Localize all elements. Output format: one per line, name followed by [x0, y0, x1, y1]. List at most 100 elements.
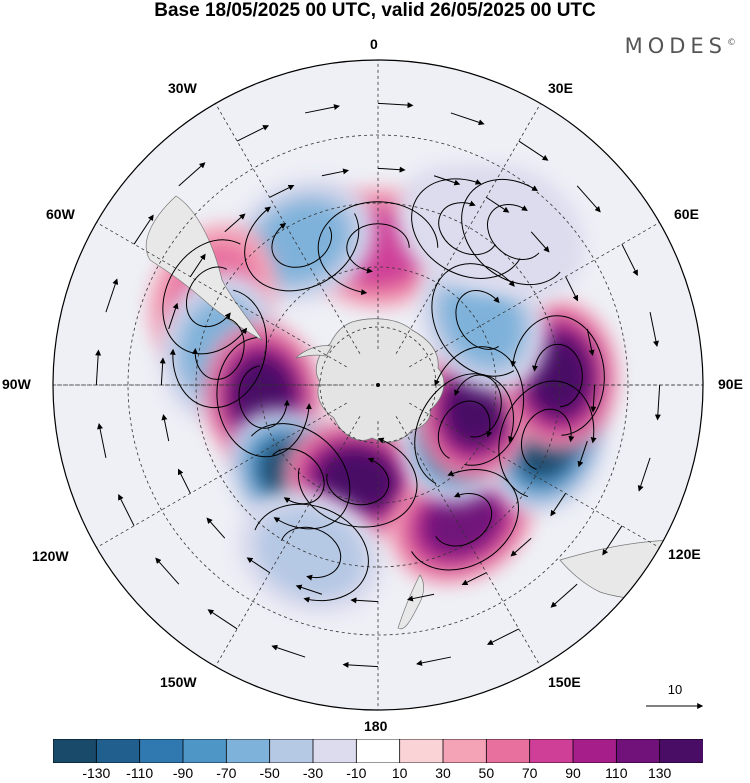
streamline [346, 223, 410, 274]
colorbar-label: 50 [478, 765, 495, 781]
streamline [216, 337, 312, 458]
south-america [145, 195, 263, 341]
streamline [414, 373, 514, 485]
colorbar-label: 130 [647, 765, 672, 781]
meridian-line [409, 222, 660, 368]
streamline [510, 315, 605, 436]
colorbar-label: -30 [302, 765, 324, 781]
flow-arrow [271, 644, 306, 658]
lon-label-150w: 150W [160, 674, 197, 690]
flow-arrow [236, 125, 270, 142]
flow-arrow [406, 593, 435, 602]
polar-map [52, 59, 704, 711]
colorbar-labels: -130 -110 -90 -70 -50 -30 -10 10 30 50 70 90 110 130 [53, 765, 703, 783]
reference-vector-label: 10 [667, 682, 683, 697]
colorbar-swatch [485, 739, 531, 763]
flow-arrow [178, 162, 206, 187]
flow-arrow [269, 185, 295, 198]
colorbar-label: 90 [565, 765, 581, 781]
flow-arrow [189, 253, 206, 277]
streamline [435, 491, 492, 547]
flow-arrow [224, 213, 246, 233]
map-title: Base 18/05/2025 00 UTC, valid 26/05/2025… [154, 0, 596, 21]
meridian-line [215, 416, 361, 667]
flow-arrow [246, 557, 270, 574]
colorbar-swatch [182, 739, 228, 763]
streamline [280, 526, 342, 581]
antarctic-peninsula [294, 345, 333, 359]
flow-arrow [486, 196, 510, 213]
lon-label-150e: 150E [548, 674, 581, 690]
colorbar-swatch [53, 739, 98, 763]
flow-arrow [159, 357, 166, 386]
flow-arrow [550, 583, 578, 608]
streamline [298, 437, 418, 528]
colorbar [53, 739, 703, 763]
streamline [192, 317, 245, 380]
flow-arrow [95, 349, 102, 386]
flow-arrow [590, 384, 597, 413]
streamline [162, 239, 248, 355]
streamline [431, 263, 515, 377]
antarctica [316, 318, 445, 443]
colorbar-label: -130 [82, 765, 111, 781]
colorbar-swatch [355, 739, 401, 763]
colorbar-label: 10 [391, 765, 408, 781]
flow-arrow [342, 661, 379, 668]
flow-arrow [161, 413, 170, 442]
flow-arrow [155, 557, 180, 585]
lon-label-90e: 90E [718, 376, 743, 392]
lon-label-120e: 120E [668, 546, 701, 562]
colorbar-swatch [139, 739, 184, 763]
streamline [498, 380, 597, 498]
flow-arrow [433, 175, 461, 186]
flow-arrow [416, 656, 452, 666]
meridian-line [395, 103, 541, 354]
streamline [461, 178, 561, 286]
streamline [272, 448, 325, 505]
flow-arrow [649, 311, 659, 347]
flow-arrow [577, 440, 588, 468]
flow-arrow [97, 423, 107, 459]
lon-label-180: 180 [364, 718, 388, 734]
streamline [411, 178, 521, 279]
flow-arrow [518, 140, 549, 161]
flow-arrow [105, 278, 119, 313]
flow-arrow [576, 185, 601, 213]
flow-arrow [295, 584, 323, 595]
streamline [254, 503, 369, 603]
flow-arrow [168, 302, 179, 330]
flow-arrow [550, 493, 567, 517]
flow-arrow [510, 537, 532, 557]
flow-arrow [565, 276, 578, 302]
streamline [455, 290, 500, 350]
colorbar-swatch [95, 739, 141, 763]
streamline [238, 365, 290, 429]
streamline [532, 343, 583, 408]
lon-label-30w: 30W [168, 80, 197, 96]
colorbar-swatch [572, 739, 618, 763]
flow-arrow [654, 384, 661, 421]
streamline [521, 408, 575, 470]
flow-arrow [304, 104, 340, 114]
map-boundary [52, 59, 704, 711]
colorbar-label: -90 [172, 765, 194, 781]
flow-arrow [321, 168, 350, 177]
flow-arrow [637, 457, 651, 492]
streamline [438, 200, 496, 256]
colorbar-swatch [225, 739, 271, 763]
colorbar-swatch [615, 739, 661, 763]
flow-arrow [586, 328, 595, 357]
meridian-line [395, 416, 541, 667]
meridian-line [215, 103, 361, 354]
flow-arrow [207, 609, 238, 630]
flow-arrow [350, 597, 379, 604]
meridian-line [409, 402, 660, 548]
streamline [434, 346, 525, 466]
streamline [169, 289, 267, 409]
colorbar-label: -50 [259, 765, 280, 781]
colorbar-swatch [659, 739, 703, 763]
flow-arrow [621, 243, 638, 277]
flow-arrow [118, 493, 135, 527]
streamline [185, 266, 231, 328]
